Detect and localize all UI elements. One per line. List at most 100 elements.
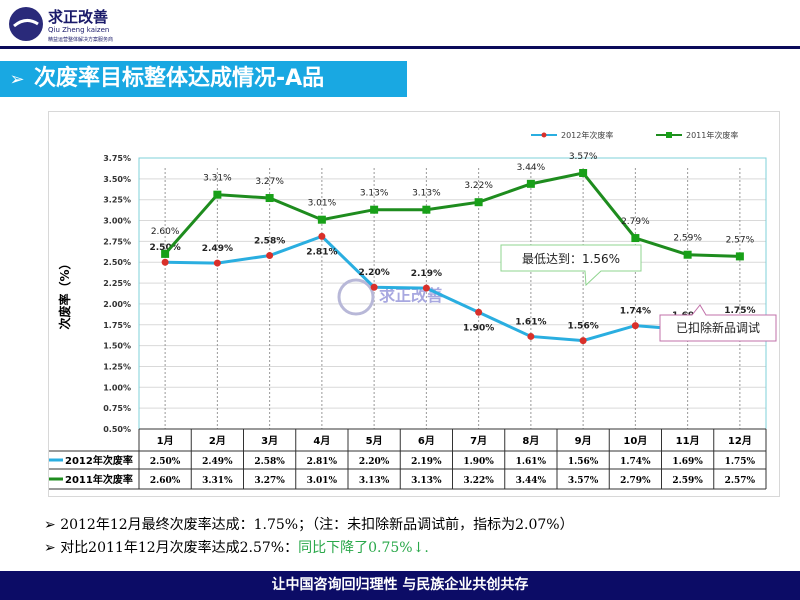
table-row-label: 2011年次废率 <box>65 473 133 486</box>
y-axis-label: 次废率（%） <box>57 257 72 329</box>
y-tick-label: 2.00% <box>103 300 131 309</box>
table-cell: 1.75% <box>725 457 756 467</box>
data-label: 2.81% <box>306 247 337 257</box>
data-label: 3.01% <box>308 199 337 209</box>
svg-text:精益运营整体解决方案服务商: 精益运营整体解决方案服务商 <box>48 36 113 43</box>
table-cell: 2.50% <box>150 457 181 467</box>
data-point <box>474 198 483 207</box>
data-point <box>213 190 222 199</box>
table-cell: 1.56% <box>568 457 599 467</box>
data-label: 3.13% <box>360 189 389 199</box>
data-point <box>475 308 483 316</box>
plot-area <box>138 157 767 430</box>
bullet-2-highlight: 同比下降了0.75%↓. <box>298 540 429 556</box>
y-tick-label: 2.50% <box>103 258 131 267</box>
data-point <box>318 232 326 240</box>
legend-marker <box>541 132 547 138</box>
data-point <box>735 252 744 261</box>
y-tick-label: 1.50% <box>103 342 131 351</box>
data-label: 3.31% <box>203 174 232 184</box>
data-point <box>370 283 378 291</box>
table-cell: 2.60% <box>150 476 181 486</box>
bullet-1: ➢ 2012年12月最终次废率达成：1.75%；（注：未扣除新品调试前，指标为2… <box>44 517 574 533</box>
table-cell: 3.31% <box>202 476 233 486</box>
data-label: 2.49% <box>202 244 233 254</box>
x-tick-label: 7月 <box>470 435 487 447</box>
callout-text: 已扣除新品调试 <box>676 320 760 335</box>
y-tick-label: 2.75% <box>103 237 131 246</box>
data-label: 2.60% <box>151 227 180 237</box>
svg-text:求正改善: 求正改善 <box>48 8 108 26</box>
data-point <box>265 194 274 203</box>
data-point <box>631 234 640 243</box>
table-cell: 2.49% <box>202 457 233 467</box>
footer-slogan: 让中国咨询回归理性 与民族企业共创共存 <box>0 571 800 600</box>
table-cell: 1.90% <box>463 457 494 467</box>
data-point <box>683 250 692 259</box>
x-tick-label: 8月 <box>522 435 539 447</box>
data-label: 2.79% <box>621 217 650 227</box>
y-tick-label: 3.50% <box>103 175 131 184</box>
y-tick-label: 3.25% <box>103 196 131 205</box>
data-point <box>527 332 535 340</box>
data-point <box>422 284 430 292</box>
table-cell: 3.27% <box>254 476 285 486</box>
line-chart: 0.50% 0.75% 1.00% 1.25% 1.50% 1.75% 2.00% 2.25%… <box>49 130 777 490</box>
table-cell: 3.44% <box>516 476 547 486</box>
data-label: 2.59% <box>673 234 702 244</box>
data-point <box>317 215 326 224</box>
x-tick-label: 10月 <box>623 435 647 447</box>
data-point <box>422 205 431 214</box>
data-label: 1.90% <box>463 323 494 333</box>
table-cell: 3.22% <box>463 476 494 486</box>
chart-frame: 0.50% 0.75% 1.00% 1.25% 1.50% 1.75% 2.00% 2.25%… <box>48 111 780 497</box>
table-cell: 2.19% <box>411 457 442 467</box>
data-label: 3.57% <box>569 152 598 162</box>
y-tick-label: 0.50% <box>103 425 131 434</box>
data-label: 3.22% <box>464 181 493 191</box>
table-cell: 2.57% <box>725 476 756 486</box>
y-tick-label: 2.25% <box>103 279 131 288</box>
bullet-1-text: 2012年12月最终次废率达成：1.75%；（注：未扣除新品调试前，指标为2.0… <box>60 517 574 533</box>
data-label: 2.20% <box>359 268 390 278</box>
table-cell: 1.74% <box>620 457 651 467</box>
x-tick-label: 5月 <box>366 435 383 447</box>
data-label: 3.27% <box>255 177 284 187</box>
data-point <box>161 258 169 266</box>
bullet-2-text: 对比2011年12月次废率达成2.57%： <box>60 540 299 556</box>
table-cell: 3.01% <box>307 476 338 486</box>
data-label: 1.56% <box>568 322 599 332</box>
y-tick-label: 1.75% <box>103 321 131 330</box>
table-cell: 2.81% <box>307 457 338 467</box>
callout-text: 最低达到：1.56% <box>522 252 620 266</box>
legend-marker <box>666 132 672 138</box>
y-tick-label: 0.75% <box>103 404 131 413</box>
data-point <box>213 259 221 267</box>
table-cell: 3.13% <box>411 476 442 486</box>
arrow-bullet-icon: ➢ <box>9 69 25 90</box>
table-cell: 3.57% <box>568 476 599 486</box>
data-point <box>161 249 170 258</box>
company-logo: 求正改善 Qiu Zheng kaizen 精益运营整体解决方案服务商 <box>9 7 113 43</box>
callout-box <box>659 304 777 342</box>
table-cell: 2.59% <box>672 476 703 486</box>
data-label: 1.74% <box>620 307 651 317</box>
data-label: 2.50% <box>150 243 181 253</box>
x-tick-label: 9月 <box>575 435 592 447</box>
y-tick-label: 3.75% <box>103 154 131 163</box>
series-line-0 <box>165 234 741 343</box>
data-point <box>526 179 535 188</box>
table-cell: 2.20% <box>359 457 390 467</box>
table-cell: 1.69% <box>672 457 703 467</box>
data-label: 2.19% <box>411 269 442 279</box>
series-line-1 <box>164 171 740 258</box>
data-point <box>370 205 379 214</box>
data-label: 1.75% <box>724 306 755 316</box>
legend-label: 2011年次废率 <box>686 130 738 140</box>
data-label: 2.58% <box>254 237 285 247</box>
x-tick-label: 6月 <box>418 435 435 447</box>
svg-text:Qiu Zheng kaizen: Qiu Zheng kaizen <box>48 26 109 34</box>
x-tick-label: 2月 <box>209 435 226 447</box>
callout-box <box>500 244 642 287</box>
page-title-banner: ➢ 次废率目标整体达成情况-A品 <box>0 61 407 97</box>
